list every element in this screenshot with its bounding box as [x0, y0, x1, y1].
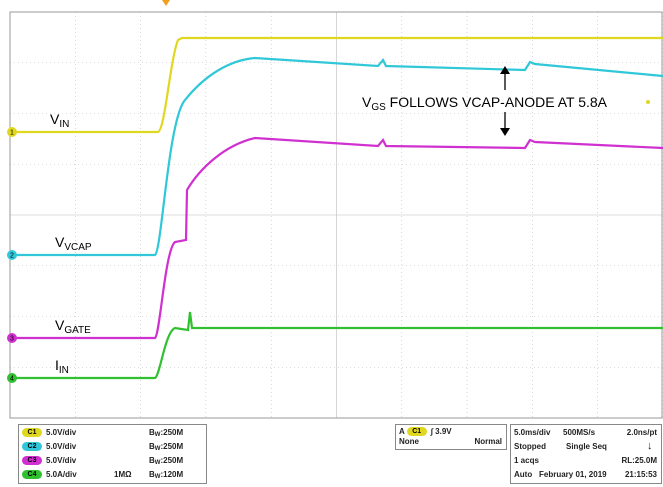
- arrow-up: [500, 66, 510, 90]
- bw-sub: W: [154, 446, 161, 452]
- bw-main: B: [149, 456, 155, 465]
- channel-row: C1 5.0V/div: [22, 427, 76, 439]
- trace-vgate: [10, 136, 663, 340]
- trace-iin: [10, 311, 663, 380]
- acq-field: RL:25.0M: [621, 456, 657, 465]
- channel-row: C4 5.0A/div: [22, 469, 77, 481]
- channel-scale: 5.0V/div: [46, 456, 77, 465]
- trace-vvcap: [10, 56, 663, 257]
- arrow-down: [500, 112, 510, 136]
- label-sub: IN: [59, 119, 69, 130]
- channel-bw: BW:250M: [149, 455, 183, 467]
- channel-badge: C2: [22, 442, 42, 452]
- acq-field: 2.0ns/pt: [626, 428, 657, 437]
- channel-row: C3 5.0V/div: [22, 455, 76, 467]
- channel-bw: BW:250M: [149, 427, 183, 439]
- scope-display: VGS FOLLOWS VCAP-ANODE AT 5.8A VIN1VVCAP…: [0, 0, 663, 420]
- annotation-dot: [646, 100, 650, 104]
- channel-panel: C1 5.0V/div BW:250M C2 5.0V/div BW:250M C3 5.0V…: [18, 424, 207, 484]
- acq-field: 500MS/s: [563, 428, 596, 437]
- bw-main: B: [149, 428, 155, 437]
- grid: [9, 11, 663, 419]
- acq-field: Single Seq: [566, 442, 607, 451]
- trigger-level: ∫ 3.9V: [430, 427, 452, 436]
- trace-label: IIN: [55, 357, 69, 376]
- channel-marker: [7, 127, 17, 137]
- channel-number: 3: [10, 336, 14, 343]
- bw-value: :120M: [160, 470, 184, 479]
- label-main: I: [55, 357, 59, 373]
- trace-label: VVCAP: [55, 234, 92, 253]
- bw-sub: W: [154, 460, 161, 466]
- acq-field: 1 acqs: [514, 456, 539, 465]
- acquisition-panel: ↓ 5.0ms/div 500MS/s 2.0ns/pt Stopped Single …: [510, 424, 662, 484]
- label-main: V: [55, 234, 65, 250]
- channel-bw: BW:250M: [149, 441, 183, 453]
- trigger-mode-letter: A: [399, 427, 405, 436]
- channel-bw: BW:120M: [149, 469, 183, 481]
- bw-sub: W: [154, 474, 161, 480]
- label-main: V: [50, 111, 60, 127]
- trigger-source: C1: [406, 427, 427, 437]
- trace-label: VIN: [50, 111, 69, 130]
- bw-main: B: [149, 470, 155, 479]
- bw-main: B: [149, 442, 155, 451]
- grid-border: [9, 11, 663, 419]
- bw-sub: W: [154, 432, 161, 438]
- annotation: VGS FOLLOWS VCAP-ANODE AT 5.8A: [362, 94, 608, 113]
- channel-number: 1: [10, 130, 14, 137]
- trigger-panel: A C1 ∫ 3.9V None Normal: [395, 424, 507, 450]
- channel-marker: [7, 250, 17, 260]
- acq-field: Stopped: [514, 442, 546, 451]
- display-bg: [0, 0, 663, 420]
- arrow-icon: ↓: [647, 440, 653, 452]
- channel-number: 4: [10, 376, 14, 383]
- channel-number: 2: [10, 253, 14, 260]
- trigger-mode: Normal: [474, 437, 502, 446]
- channel-row: C2 5.0V/div: [22, 441, 76, 453]
- trigger-coupling: None: [399, 437, 419, 446]
- channel-scale: 5.0V/div: [46, 428, 77, 437]
- label-sub: IN: [59, 365, 69, 376]
- label-sub: GATE: [64, 325, 91, 336]
- channel-marker: [7, 373, 17, 383]
- trigger-marker: [162, 0, 170, 6]
- acq-field: 5.0ms/div: [514, 428, 551, 437]
- acq-field: 21:15:53: [624, 470, 657, 479]
- channel-badge: C1: [22, 428, 42, 438]
- bw-value: :250M: [160, 442, 184, 451]
- trace-label: VGATE: [55, 317, 91, 336]
- channel-scale: 5.0A/div: [46, 470, 77, 479]
- channel-impedance: 1MΩ: [114, 470, 132, 479]
- bw-value: :250M: [160, 456, 184, 465]
- channel-badge: C4: [22, 470, 42, 480]
- channel-badge: C3: [22, 456, 42, 466]
- label-main: V: [55, 317, 65, 333]
- label-sub: VCAP: [64, 242, 92, 253]
- acq-field: February 01, 2019: [539, 470, 607, 479]
- channel-scale: 5.0V/div: [46, 442, 77, 451]
- bw-value: :250M: [160, 428, 184, 437]
- acq-field: Auto: [514, 470, 533, 479]
- channel-marker: [7, 333, 17, 343]
- trace-vin: [10, 36, 663, 134]
